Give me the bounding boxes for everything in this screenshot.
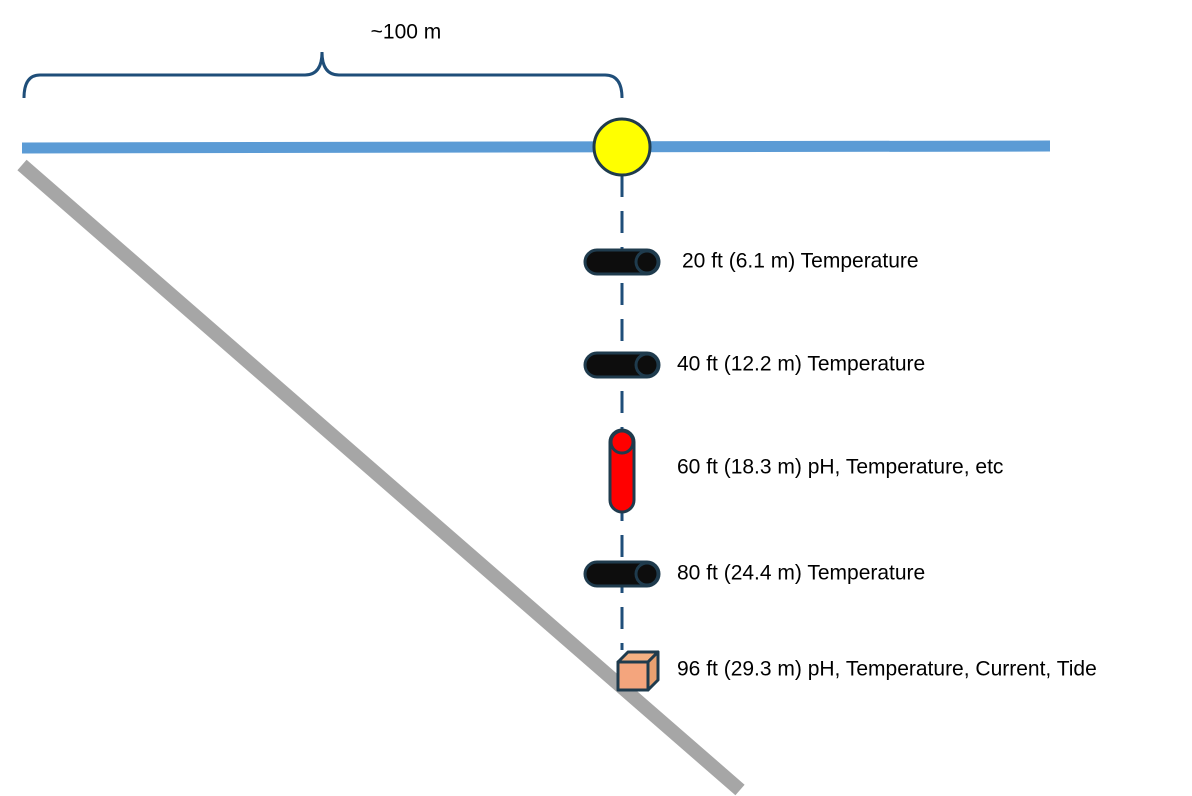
sensor-box — [616, 650, 660, 692]
sensor-label: 20 ft (6.1 m) Temperature — [682, 250, 919, 273]
sensor-label: 40 ft (12.2 m) Temperature — [677, 353, 925, 376]
sensor-cylinder — [583, 560, 661, 588]
sensor-label: 96 ft (29.3 m) pH, Temperature, Current,… — [677, 658, 1097, 681]
sensor-red-cylinder — [608, 428, 636, 514]
sensor-label: 60 ft (18.3 m) pH, Temperature, etc — [677, 456, 1003, 479]
sensor-cylinder — [583, 351, 661, 379]
water-surface — [21, 140, 1051, 154]
distance-label: ~100 m — [371, 21, 442, 44]
sensor-cylinder — [583, 248, 661, 276]
sensor-label: 80 ft (24.4 m) Temperature — [677, 562, 925, 585]
distance-brace — [22, 51, 624, 99]
buoy — [592, 117, 652, 177]
